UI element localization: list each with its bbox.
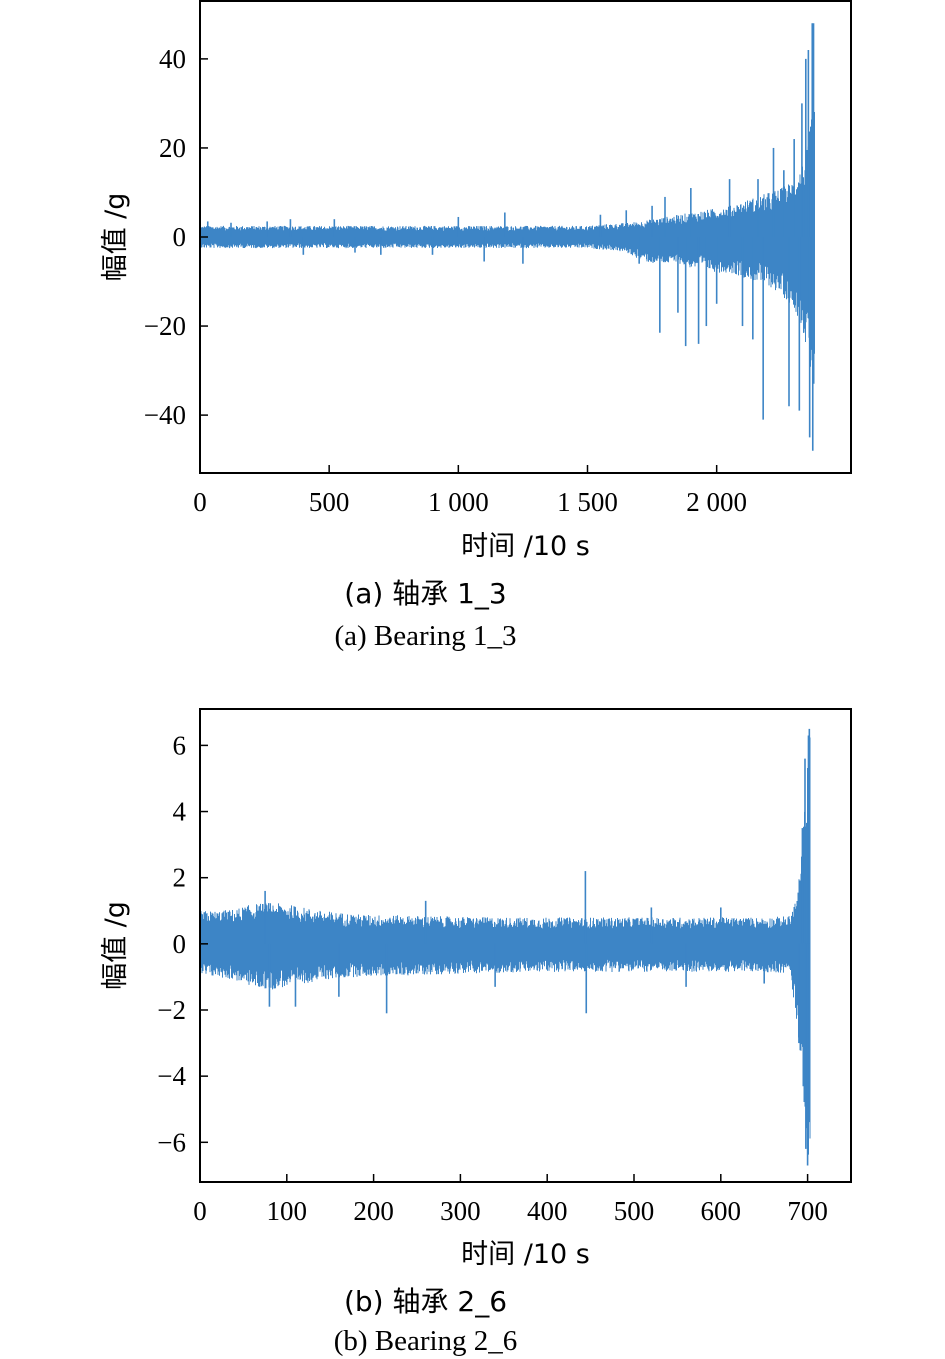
x-tick-label: 1 500 bbox=[557, 487, 618, 517]
y-tick-label: 4 bbox=[173, 797, 187, 827]
y-tick-label: 0 bbox=[173, 222, 187, 252]
x-tick-label: 700 bbox=[787, 1196, 828, 1226]
x-tick-label: 0 bbox=[193, 487, 207, 517]
x-tick-label: 2 000 bbox=[686, 487, 747, 517]
chart-b-ylabel: 幅值 /g bbox=[100, 901, 131, 990]
y-tick-label: 40 bbox=[159, 44, 186, 74]
x-tick-label: 200 bbox=[353, 1196, 394, 1226]
chart-a-xlabel: 时间 /10 s bbox=[461, 531, 590, 562]
y-tick-label: −2 bbox=[157, 995, 186, 1025]
chart-b: 0 100 200 300 400 500 600 700 −6 −4 −2 0 2 4 6 时间 /10 … bbox=[100, 708, 852, 1357]
x-tick-label: 100 bbox=[267, 1196, 308, 1226]
y-tick-label: −40 bbox=[144, 400, 186, 430]
x-tick-label: 500 bbox=[614, 1196, 655, 1226]
chart-a-caption-en: (a) Bearing 1_3 bbox=[335, 620, 517, 652]
x-tick-label: 600 bbox=[701, 1196, 742, 1226]
x-tick-label: 1 000 bbox=[428, 487, 489, 517]
y-tick-label: 6 bbox=[173, 730, 187, 760]
y-tick-label: −6 bbox=[157, 1127, 186, 1157]
x-tick-label: 400 bbox=[527, 1196, 568, 1226]
x-tick-label: 300 bbox=[440, 1196, 481, 1226]
chart-a-ylabel: 幅值 /g bbox=[100, 193, 131, 282]
y-tick-label: −20 bbox=[144, 311, 186, 341]
chart-b-xlabel: 时间 /10 s bbox=[461, 1239, 590, 1270]
chart-b-frame bbox=[199, 708, 852, 1183]
y-tick-label: 20 bbox=[159, 133, 186, 163]
chart-b-caption-en: (b) Bearing 2_6 bbox=[334, 1325, 518, 1357]
chart-a-ticks: 0 500 1 000 1 500 2 000 −40 −20 0 20 40 bbox=[144, 44, 747, 517]
chart-b-caption-cn: (b) 轴承 2_6 bbox=[344, 1285, 507, 1318]
signal-trace bbox=[199, 737, 811, 1155]
chart-b-signal bbox=[199, 728, 811, 1166]
x-tick-label: 0 bbox=[193, 1196, 207, 1226]
chart-b-ticks: 0 100 200 300 400 500 600 700 −6 −4 −2 0 2 4 6 bbox=[157, 730, 828, 1226]
y-tick-label: 2 bbox=[173, 863, 187, 893]
chart-a-signal bbox=[199, 23, 815, 451]
chart-a-caption-cn: (a) 轴承 1_3 bbox=[344, 577, 506, 610]
signal-trace bbox=[199, 112, 815, 384]
y-tick-label: −4 bbox=[157, 1061, 186, 1091]
y-tick-label: 0 bbox=[173, 929, 187, 959]
x-tick-label: 500 bbox=[309, 487, 350, 517]
